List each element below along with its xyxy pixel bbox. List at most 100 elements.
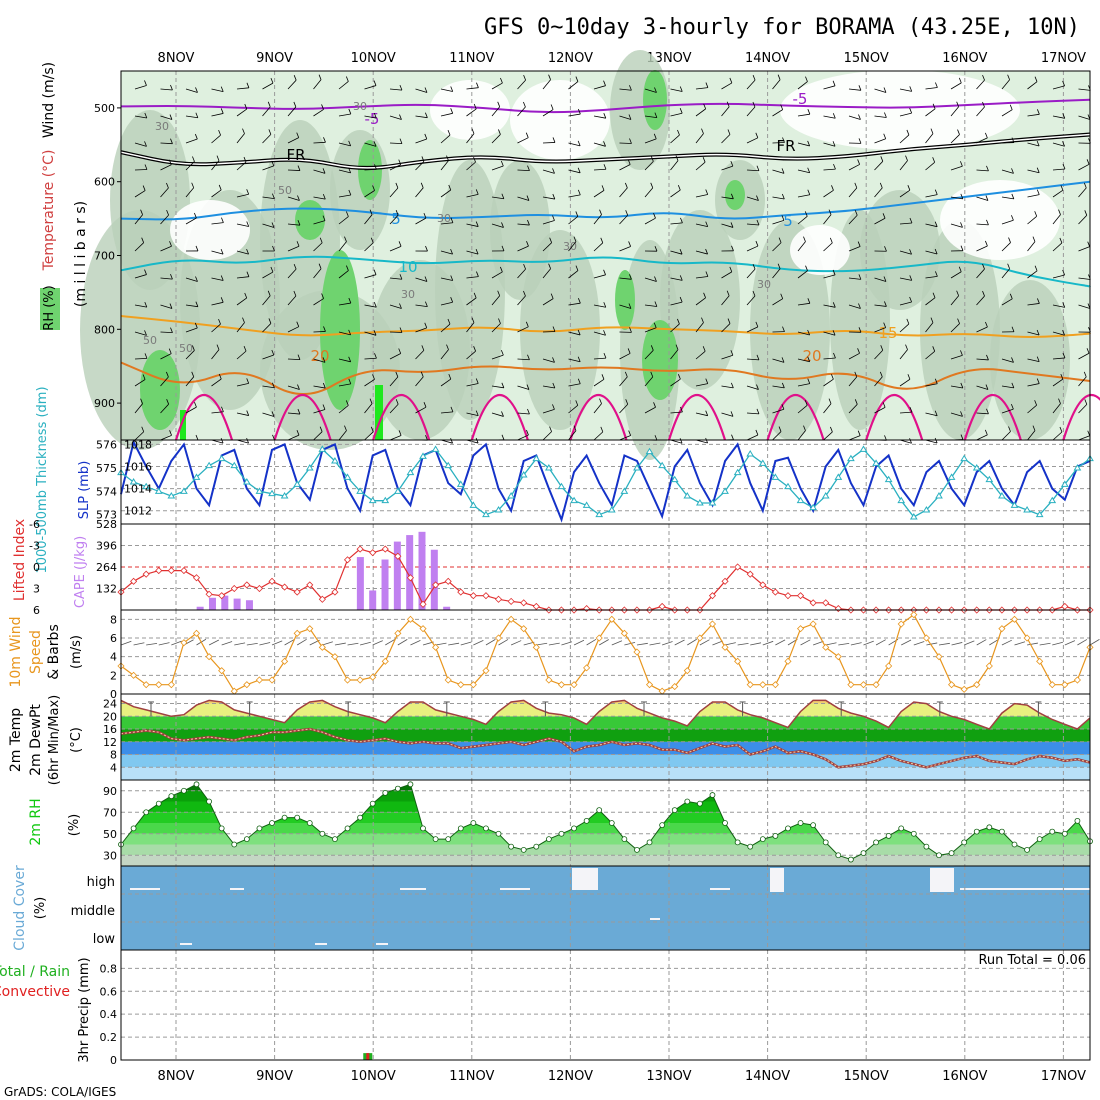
wind-barb <box>517 268 526 279</box>
wind-barb-flag <box>883 276 887 282</box>
wind-speed-point <box>444 676 452 684</box>
wind-barb <box>389 277 402 280</box>
wind-barb-10m <box>372 640 383 646</box>
thickness-point <box>230 461 239 469</box>
wind-barb <box>1027 303 1040 306</box>
wind-barb-flag <box>1086 159 1090 165</box>
wind-barb-flag <box>726 290 730 296</box>
wind-barb <box>899 277 912 281</box>
wind-barb <box>287 196 300 201</box>
wind-barb-flag <box>575 400 579 406</box>
wind-barb-flag <box>318 74 322 80</box>
thickness-point <box>721 487 729 494</box>
wind-barb <box>313 109 324 117</box>
wind-barb-10m <box>951 642 963 646</box>
wind-barb <box>925 223 938 228</box>
wind-speed-point <box>973 681 981 689</box>
wind-barb-flag <box>857 348 860 354</box>
wind-barb <box>848 304 861 309</box>
wind-barb-flag <box>781 215 785 221</box>
wind-barb-flag <box>501 193 505 199</box>
wind-barb-flag <box>475 437 479 444</box>
wind-barb-flag <box>500 160 504 167</box>
cloud-clear <box>710 888 730 890</box>
wind-speed-point <box>369 673 377 681</box>
cloud-clear <box>230 888 244 890</box>
slp-tick: 1012 <box>124 505 152 518</box>
precip-tick: 0 <box>110 1054 117 1067</box>
rh-point <box>986 824 993 831</box>
wind-barb-flag <box>319 426 323 432</box>
wind-barb <box>1078 163 1090 171</box>
wind-barb-flag <box>272 193 275 199</box>
wind-barb <box>1052 403 1061 414</box>
wind-barb <box>848 352 860 360</box>
cloud-clear <box>572 868 598 890</box>
thickness-point <box>670 475 679 483</box>
wind-barb-flag <box>777 263 781 269</box>
thickness-point <box>847 454 855 462</box>
rh-point <box>294 814 301 821</box>
lifted-index-point <box>343 556 352 564</box>
li-tick: -3 <box>29 540 40 553</box>
wind-barb-flag <box>778 426 782 432</box>
wind-barb <box>874 277 887 282</box>
wind-barb-10m <box>208 639 220 646</box>
wind-barb <box>568 430 577 441</box>
isotherm-25 <box>273 394 332 441</box>
wind-speed-point <box>998 625 1006 633</box>
rh-point <box>1049 828 1056 835</box>
day-label-top: 9NOV <box>256 51 293 66</box>
wind-barb-flag <box>501 222 504 228</box>
wind-barb <box>415 138 427 144</box>
wind-barb <box>491 165 504 171</box>
slp-axis-title: SLP (mb) <box>77 461 92 520</box>
wind-barb <box>440 439 453 444</box>
wind-barb-flag <box>603 269 606 275</box>
wind-barb-flag <box>323 137 326 143</box>
wind-barb-flag <box>499 266 503 273</box>
wind-barb <box>976 137 988 144</box>
slp-tick: 1014 <box>124 483 152 496</box>
wind-barb <box>440 189 451 198</box>
wind-barb-flag <box>807 298 811 304</box>
wind-barb-flag <box>221 406 224 412</box>
wind-barb <box>364 115 377 119</box>
wind-barb <box>364 357 377 360</box>
rh-point <box>961 839 968 846</box>
wind-barb <box>211 160 220 171</box>
wind-barb-flag <box>399 84 403 91</box>
wind-barb <box>772 79 781 90</box>
isotherm-25 <box>569 394 628 441</box>
wind-barb <box>236 193 249 198</box>
wind-barb-10m <box>926 642 938 646</box>
rh-clear <box>430 80 510 140</box>
wind-barb <box>568 331 581 336</box>
rh-contour-label: 30 <box>155 120 169 133</box>
lifted-index-point <box>759 581 767 589</box>
wind-barb <box>950 385 963 389</box>
pressure-tick: 800 <box>94 323 115 336</box>
wind-barb <box>338 302 351 306</box>
wind-barb <box>1001 298 1013 306</box>
wind-barb <box>313 331 326 333</box>
wind-barb-flag <box>218 130 221 136</box>
wind-barb-flag <box>982 74 985 81</box>
wind-barb <box>1052 214 1061 225</box>
wind-barb <box>134 242 144 252</box>
wind-barb <box>517 385 530 390</box>
wind-speed-point <box>192 629 201 637</box>
wind-barb <box>211 222 224 225</box>
wind-barb <box>517 137 529 144</box>
wind-barb <box>874 327 886 333</box>
wind-speed-point <box>432 643 440 651</box>
wind-barb-flag <box>705 437 708 444</box>
wind-barb <box>874 115 887 118</box>
thickness-point <box>1048 496 1057 504</box>
wind-barb-flag <box>1032 236 1036 242</box>
wind-barb-10m <box>246 642 258 646</box>
wind-barb-flag <box>805 265 808 271</box>
wind-speed-point <box>205 653 213 661</box>
wind-barb-flag <box>629 327 632 333</box>
